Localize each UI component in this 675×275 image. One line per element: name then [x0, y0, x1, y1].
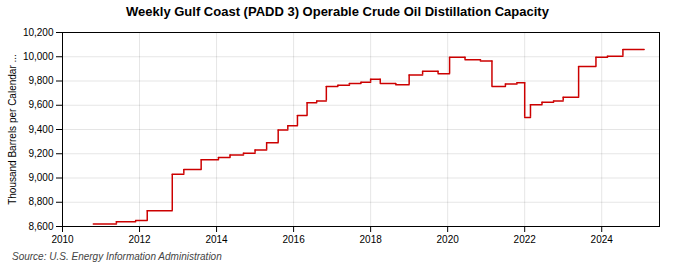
svg-text:9,800: 9,800: [28, 75, 53, 86]
svg-text:9,400: 9,400: [28, 124, 53, 135]
svg-text:2024: 2024: [591, 234, 614, 245]
svg-text:9,600: 9,600: [28, 99, 53, 110]
svg-text:Thousand Barrels per Calendar: Thousand Barrels per Calendar ...: [7, 54, 18, 205]
svg-text:2018: 2018: [360, 234, 383, 245]
svg-text:2010: 2010: [51, 234, 74, 245]
svg-text:2016: 2016: [282, 234, 305, 245]
html-text:Source: U.S. Energy Informatio: Source: U.S. Energy Information Administ…: [12, 251, 222, 262]
svg-text:10,000: 10,000: [23, 51, 54, 62]
html-text:Weekly Gulf Coast (PADD 3) Ope: Weekly Gulf Coast (PADD 3) Operable Crud…: [126, 4, 549, 19]
svg-text:9,200: 9,200: [28, 148, 53, 159]
svg-text:2012: 2012: [128, 234, 151, 245]
svg-text:9,000: 9,000: [28, 172, 53, 183]
svg-text:2020: 2020: [437, 234, 460, 245]
svg-text:2014: 2014: [205, 234, 228, 245]
svg-text:10,200: 10,200: [23, 27, 54, 38]
svg-text:2022: 2022: [514, 234, 537, 245]
svg-text:8,600: 8,600: [28, 221, 53, 232]
svg-text:8,800: 8,800: [28, 196, 53, 207]
